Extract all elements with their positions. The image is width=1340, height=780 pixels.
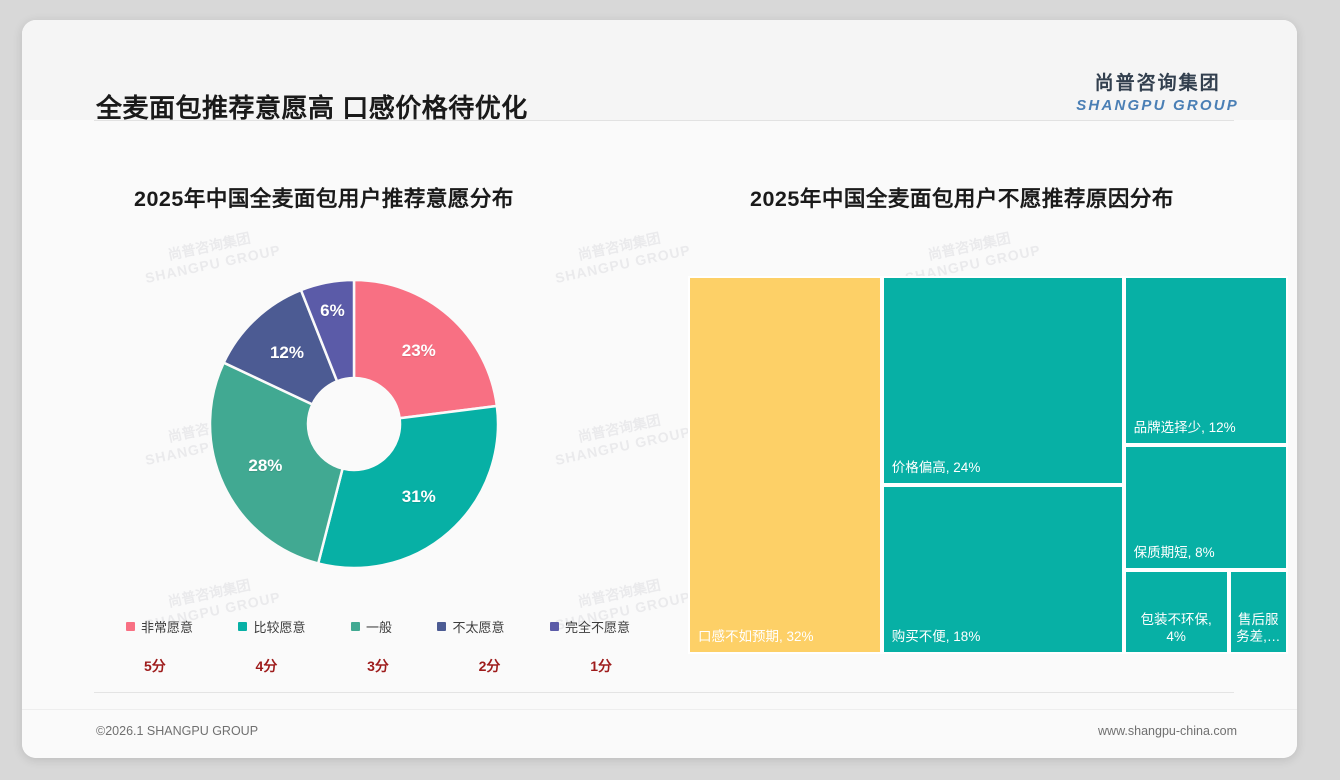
donut-slice-label: 6%: [320, 300, 345, 320]
treemap-cell-label: 品牌选择少, 12%: [1133, 419, 1236, 435]
treemap-cell[interactable]: 包装不环保, 4%: [1123, 570, 1229, 654]
donut-slice-label: 12%: [269, 342, 304, 362]
logo-chinese-text: 尚普咨询集团: [1094, 73, 1221, 94]
legend-label: 比较愿意: [253, 620, 306, 635]
treemap-cell[interactable]: 品牌选择少, 12%: [1123, 276, 1288, 446]
right-chart-title: 2025年中国全麦面包用户不愿推荐原因分布: [750, 187, 1174, 211]
score-label: 2分: [478, 658, 501, 674]
copyright-text: ©2026.1 SHANGPU GROUP: [96, 724, 259, 738]
left-chart-title: 2025年中国全麦面包用户推荐意愿分布: [134, 187, 514, 211]
treemap-cell[interactable]: 购买不便, 18%: [881, 485, 1124, 654]
page-title: 全麦面包推荐意愿高 口感价格待优化: [96, 93, 528, 123]
treemap-cell-label: 价格偏高, 24%: [891, 459, 981, 475]
treemap-cell[interactable]: 口感不如预期, 32%: [688, 276, 882, 654]
legend-label: 完全不愿意: [564, 620, 630, 635]
donut-chart-svg: [208, 278, 500, 570]
donut-slice-label: 28%: [248, 455, 283, 475]
donut-slice[interactable]: [299, 278, 356, 383]
legend-label: 非常愿意: [141, 620, 194, 635]
legend-item[interactable]: 比较愿意: [238, 617, 306, 636]
score-label: 4分: [255, 658, 278, 674]
donut-slice-label: 31%: [401, 487, 436, 507]
unwilling-reasons-panel: 2025年中国全麦面包用户不愿推荐原因分布 口感不如预期, 32% 价格偏高, 2…: [682, 140, 1297, 700]
treemap-cell-label: 包装不环保, 4%: [1140, 612, 1212, 644]
donut-slice[interactable]: [352, 278, 499, 420]
legend-item[interactable]: 不太愿意: [437, 617, 504, 636]
legend-swatch-icon: [238, 622, 248, 631]
slide-container: 全麦面包推荐意愿高 口感价格待优化 尚普咨询集团 SHANGPU GROUP 尚…: [22, 20, 1297, 758]
legend-swatch-icon: [350, 622, 360, 631]
donut-slice[interactable]: [316, 404, 500, 570]
donut-slice[interactable]: [208, 361, 345, 565]
legend-item[interactable]: 完全不愿意: [549, 617, 630, 636]
donut-legend: 非常愿意 比较愿意 一般 不太愿意 完全不愿意: [108, 617, 648, 636]
legend-label: 一般: [365, 620, 392, 635]
treemap-cell[interactable]: 价格偏高, 24%: [881, 276, 1124, 486]
logo-english-text: SHANGPU GROUP: [1076, 97, 1239, 114]
legend-swatch-icon: [549, 622, 559, 631]
treemap-cell-label: 购买不便, 18%: [891, 628, 981, 644]
website-link[interactable]: www.shangpu-china.com: [1098, 724, 1237, 738]
brand-logo: 尚普咨询集团 SHANGPU GROUP: [1076, 74, 1239, 113]
score-label: 3分: [367, 658, 389, 674]
treemap-cell[interactable]: 保质期短, 8%: [1123, 445, 1288, 571]
header-divider: [94, 120, 1234, 121]
legend-swatch-icon: [437, 622, 447, 631]
slide-header: [22, 20, 1297, 120]
score-label: 1分: [590, 658, 612, 674]
donut-slice-label: 23%: [401, 340, 436, 360]
legend-item[interactable]: 一般: [350, 617, 392, 636]
treemap-cell-label: 保质期短, 8%: [1133, 544, 1215, 560]
treemap-cell[interactable]: 售后服务差,…: [1228, 570, 1288, 654]
legend-label: 不太愿意: [452, 620, 505, 635]
treemap-chart: 口感不如预期, 32% 价格偏高, 24% 购买不便, 18% 品牌选择少, 12% 保…: [688, 276, 1288, 654]
score-label: 5分: [144, 658, 166, 674]
donut-chart: 23% 31% 28% 12% 6%: [204, 274, 504, 574]
slide-footer: ©2026.1 SHANGPU GROUP www.shangpu-china.…: [22, 709, 1297, 758]
sample-divider: [94, 692, 1234, 693]
score-scale-row: 5分 4分 3分 2分 1分: [108, 656, 648, 676]
legend-swatch-icon: [126, 622, 135, 631]
treemap-cell-label: 口感不如预期, 32%: [698, 628, 814, 644]
treemap-cell-label: 售后服务差,…: [1236, 612, 1281, 644]
recommendation-willingness-panel: 2025年中国全麦面包用户推荐意愿分布 23% 31% 28% 12% 6% 非常愿意 比…: [94, 140, 654, 700]
legend-item[interactable]: 非常愿意: [126, 617, 193, 636]
